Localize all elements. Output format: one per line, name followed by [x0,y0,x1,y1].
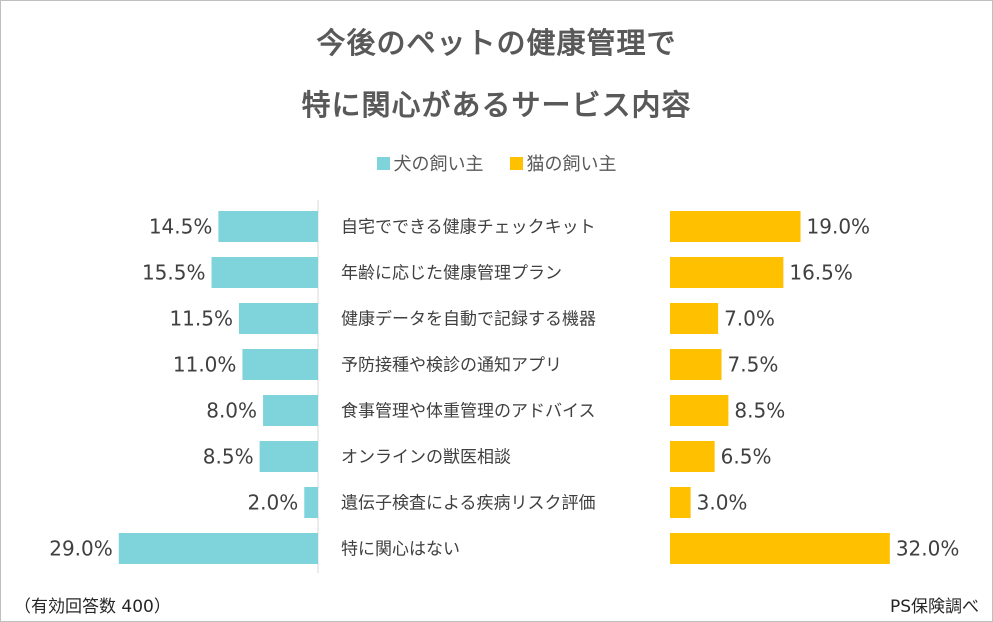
respondent-count-note: （有効回答数 400） [14,597,171,617]
data-label-dog-3: 11.0% [173,353,237,377]
category-label-0: 自宅でできる健康チェックキット [341,218,596,238]
data-label-cat-3: 7.5% [728,353,779,377]
legend-item-cat: 猫の飼い主 [509,150,617,176]
bar-dog-5 [259,441,318,472]
chart-title-line-2: 特に関心があるサービス内容 [301,88,692,122]
bar-dog-7 [118,533,319,564]
data-label-dog-2: 11.5% [169,307,233,331]
data-label-dog-0: 14.5% [149,215,213,239]
legend-label-cat: 猫の飼い主 [526,154,617,175]
category-label-3: 予防接種や検診の通知アプリ [341,356,562,376]
chart-title-line-1: 今後のペットの健康管理で [316,26,677,60]
data-label-dog-4: 8.0% [206,399,257,423]
bar-dog-6 [304,487,318,518]
category-label-7: 特に関心はない [341,540,460,560]
bar-cat-0 [670,211,801,242]
legend-item-dog: 犬の飼い主 [376,150,484,176]
legend-swatch-cat [509,156,523,170]
category-label-1: 年齢に応じた健康管理プラン [341,264,562,284]
legend-label-dog: 犬の飼い主 [393,154,484,175]
bar-dog-1 [211,257,318,288]
data-label-cat-2: 7.0% [724,307,775,331]
data-label-cat-5: 6.5% [721,445,772,469]
category-label-5: オンラインの獣医相談 [341,448,511,468]
source-note: PS保険調べ [889,597,979,617]
bar-cat-6 [670,487,691,518]
bar-dog-0 [218,211,318,242]
bar-cat-7 [670,533,890,564]
data-label-dog-6: 2.0% [247,491,298,515]
legend: 犬の飼い主 猫の飼い主 [0,150,993,176]
bar-dog-3 [242,349,318,380]
data-label-cat-1: 16.5% [789,261,853,285]
category-label-2: 健康データを自動で記録する機器 [341,309,596,330]
data-label-dog-7: 29.0% [49,537,113,561]
data-label-dog-5: 8.5% [203,445,254,469]
category-label-4: 食事管理や体重管理のアドバイス [341,402,596,422]
bar-cat-2 [670,303,719,334]
bar-dog-4 [263,395,318,426]
category-label-6: 遺伝子検査による疾病リスク評価 [341,494,596,514]
data-label-cat-4: 8.5% [734,399,785,423]
data-label-cat-6: 3.0% [697,491,748,515]
bar-cat-3 [670,349,722,380]
data-label-cat-0: 19.0% [807,215,871,239]
data-label-dog-1: 15.5% [142,261,206,285]
bar-cat-1 [670,257,784,288]
bar-dog-2 [238,303,318,334]
legend-swatch-dog [376,156,390,170]
bar-cat-4 [670,395,729,426]
data-label-cat-7: 32.0% [896,537,960,561]
bar-cat-5 [670,441,715,472]
